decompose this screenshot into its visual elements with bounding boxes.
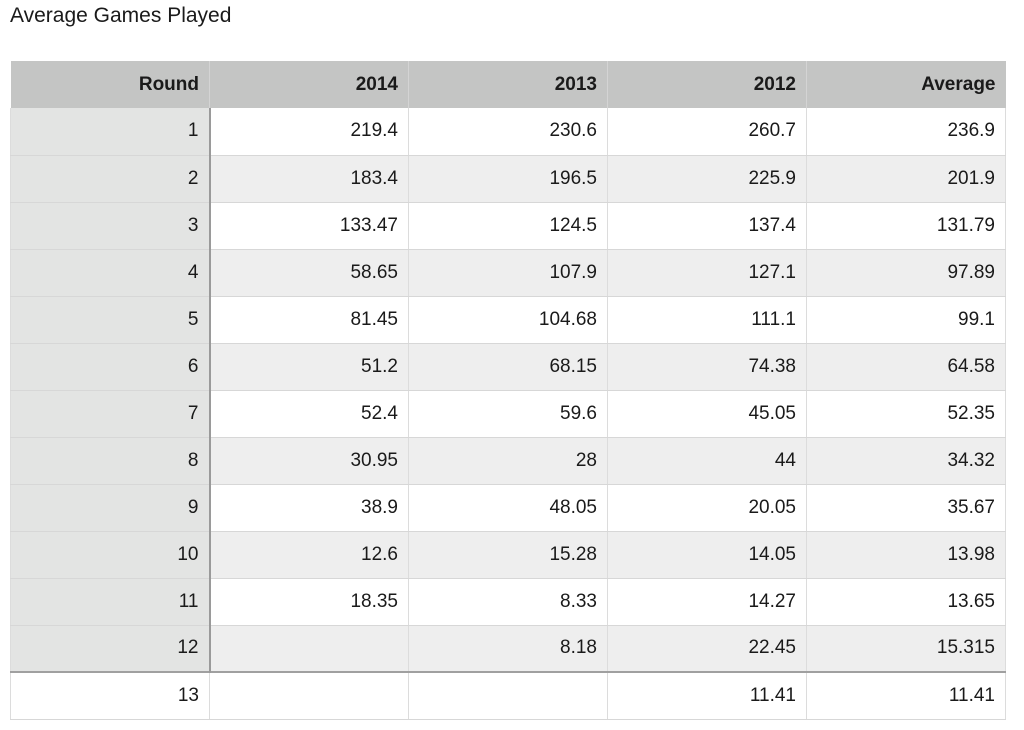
round-cell: 8: [10, 437, 211, 485]
table-row: 6 51.2 68.15 74.38 64.58: [10, 343, 1006, 391]
value-2014-cell: 81.45: [209, 296, 409, 344]
value-2013-cell: 107.9: [408, 249, 608, 297]
round-cell: 11: [10, 578, 211, 626]
value-2013-cell: 124.5: [408, 202, 608, 250]
average-cell: 35.67: [806, 484, 1006, 532]
value-2012-cell: 74.38: [607, 343, 807, 391]
value-2014-cell: 38.9: [209, 484, 409, 532]
value-2014-cell: 133.47: [209, 202, 409, 250]
value-2013-cell: 68.15: [408, 343, 608, 391]
header-2012: 2012: [607, 61, 807, 108]
table-row: 4 58.65 107.9 127.1 97.89: [10, 249, 1006, 297]
value-2014-cell: [209, 625, 409, 673]
value-2014-cell: 18.35: [209, 578, 409, 626]
round-cell: 3: [10, 202, 211, 250]
table-row: 1 219.4 230.6 260.7 236.9: [10, 108, 1006, 156]
value-2014-cell: 219.4: [209, 108, 409, 156]
value-2012-cell: 14.05: [607, 531, 807, 579]
table-row: 10 12.6 15.28 14.05 13.98: [10, 531, 1006, 579]
table-row: 12 8.18 22.45 15.315: [10, 625, 1006, 673]
average-cell: 34.32: [806, 437, 1006, 485]
average-cell: 15.315: [806, 625, 1006, 673]
table-row: 9 38.9 48.05 20.05 35.67: [10, 484, 1006, 532]
value-2013-cell: 196.5: [408, 155, 608, 203]
table-body: 1 219.4 230.6 260.7 236.9 2 183.4 196.5 225.9 201…: [10, 108, 1006, 720]
round-cell: 4: [10, 249, 211, 297]
value-2013-cell: 104.68: [408, 296, 608, 344]
table-row: 3 133.47 124.5 137.4 131.79: [10, 202, 1006, 250]
value-2012-cell: 22.45: [607, 625, 807, 673]
table-row: 11 18.35 8.33 14.27 13.65: [10, 578, 1006, 626]
round-cell: 6: [10, 343, 211, 391]
round-cell: 12: [10, 625, 211, 673]
value-2013-cell: 48.05: [408, 484, 608, 532]
average-cell: 64.58: [806, 343, 1006, 391]
table-row: 2 183.4 196.5 225.9 201.9: [10, 155, 1006, 203]
value-2013-cell: 59.6: [408, 390, 608, 438]
value-2012-cell: 45.05: [607, 390, 807, 438]
value-2013-cell: 8.33: [408, 578, 608, 626]
value-2012-cell: 11.41: [607, 671, 807, 720]
page-title: Average Games Played: [10, 4, 232, 27]
round-cell: 10: [10, 531, 211, 579]
average-cell: 236.9: [806, 108, 1006, 156]
header-2013: 2013: [408, 61, 608, 108]
average-cell: 201.9: [806, 155, 1006, 203]
header-row: Round 2014 2013 2012 Average: [10, 61, 1006, 108]
value-2012-cell: 111.1: [607, 296, 807, 344]
table-row: 7 52.4 59.6 45.05 52.35: [10, 390, 1006, 438]
average-cell: 99.1: [806, 296, 1006, 344]
value-2013-cell: 8.18: [408, 625, 608, 673]
average-cell: 13.65: [806, 578, 1006, 626]
average-cell: 11.41: [806, 671, 1006, 720]
value-2014-cell: 12.6: [209, 531, 409, 579]
round-cell: 5: [10, 296, 211, 344]
value-2012-cell: 137.4: [607, 202, 807, 250]
header-round: Round: [10, 61, 210, 108]
value-2014-cell: 58.65: [209, 249, 409, 297]
average-cell: 131.79: [806, 202, 1006, 250]
header-2014: 2014: [209, 61, 409, 108]
value-2014-cell: 30.95: [209, 437, 409, 485]
round-cell: 1: [10, 108, 211, 156]
value-2014-cell: 52.4: [209, 390, 409, 438]
round-cell: 9: [10, 484, 211, 532]
average-cell: 52.35: [806, 390, 1006, 438]
table-row: 5 81.45 104.68 111.1 99.1: [10, 296, 1006, 344]
header-average: Average: [806, 61, 1006, 108]
value-2014-cell: 183.4: [209, 155, 409, 203]
value-2012-cell: 127.1: [607, 249, 807, 297]
value-2013-cell: 28: [408, 437, 608, 485]
average-cell: 97.89: [806, 249, 1006, 297]
value-2012-cell: 260.7: [607, 108, 807, 156]
average-cell: 13.98: [806, 531, 1006, 579]
value-2013-cell: [408, 671, 608, 720]
round-cell: 2: [10, 155, 211, 203]
value-2013-cell: 230.6: [408, 108, 608, 156]
value-2012-cell: 44: [607, 437, 807, 485]
value-2012-cell: 20.05: [607, 484, 807, 532]
round-cell: 7: [10, 390, 211, 438]
footer-row: 13 11.41 11.41: [10, 671, 1006, 720]
value-2014-cell: [209, 671, 409, 720]
games-table: Round 2014 2013 2012 Average 1 219.4 230.6…: [10, 61, 1006, 720]
table-row: 8 30.95 28 44 34.32: [10, 437, 1006, 485]
value-2012-cell: 225.9: [607, 155, 807, 203]
round-cell: 13: [10, 671, 210, 720]
value-2013-cell: 15.28: [408, 531, 608, 579]
value-2014-cell: 51.2: [209, 343, 409, 391]
value-2012-cell: 14.27: [607, 578, 807, 626]
